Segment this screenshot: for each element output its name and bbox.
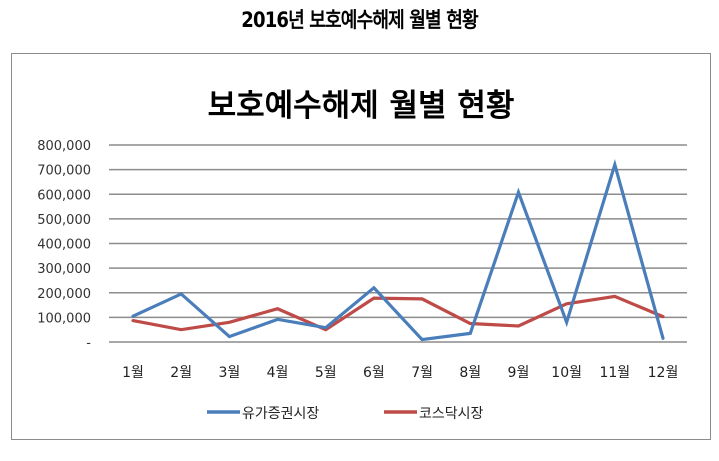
y-tick-label: 100,000	[37, 311, 91, 326]
x-tick-label: 3월	[218, 365, 240, 381]
x-tick-label: 10월	[551, 365, 582, 381]
series-line	[131, 294, 665, 332]
chart-container: 보호예수해제 월별 현황 - 100,000 200,000 300,000 400,0…	[11, 53, 711, 440]
y-tick-label: 700,000	[37, 164, 91, 179]
y-tick-label: 300,000	[37, 262, 91, 277]
chart-title: 보호예수해제 월별 현황	[207, 88, 515, 124]
legend-label: 유가증권시장	[242, 406, 319, 422]
gridlines	[109, 144, 687, 343]
x-tick-label: 12월	[648, 365, 679, 381]
x-tick-label: 6월	[363, 365, 385, 381]
x-tick-label: 5월	[315, 365, 337, 381]
x-axis-labels: 1월 2월 3월 4월 5월 6월 7월 8월 9월 10월 11월 12월	[122, 365, 678, 381]
y-axis-labels: - 100,000 200,000 300,000 400,000 500,000 600,…	[37, 139, 91, 351]
line-chart: - 100,000 200,000 300,000 400,000 500,000 600,…	[37, 139, 687, 422]
y-tick-label: 500,000	[37, 213, 91, 228]
x-tick-label: 8월	[459, 365, 481, 381]
y-tick-label: -	[86, 336, 91, 351]
page-title: 2016년 보호예수해제 월별 현황	[241, 8, 478, 32]
x-tick-label: 1월	[122, 365, 144, 381]
legend-label: 코스닥시장	[419, 406, 484, 422]
series-line	[131, 158, 665, 342]
y-tick-label: 600,000	[37, 188, 91, 203]
y-tick-label: 400,000	[37, 238, 91, 253]
y-tick-label: 800,000	[37, 139, 91, 154]
y-tick-label: 200,000	[37, 287, 91, 302]
x-tick-label: 2월	[170, 365, 192, 381]
x-tick-label: 11월	[599, 365, 630, 381]
x-tick-label: 4월	[267, 365, 289, 381]
x-tick-label: 7월	[411, 365, 433, 381]
legend: 유가증권시장 코스닥시장	[207, 406, 484, 422]
x-tick-label: 9월	[508, 365, 530, 381]
series-lines	[131, 158, 665, 342]
